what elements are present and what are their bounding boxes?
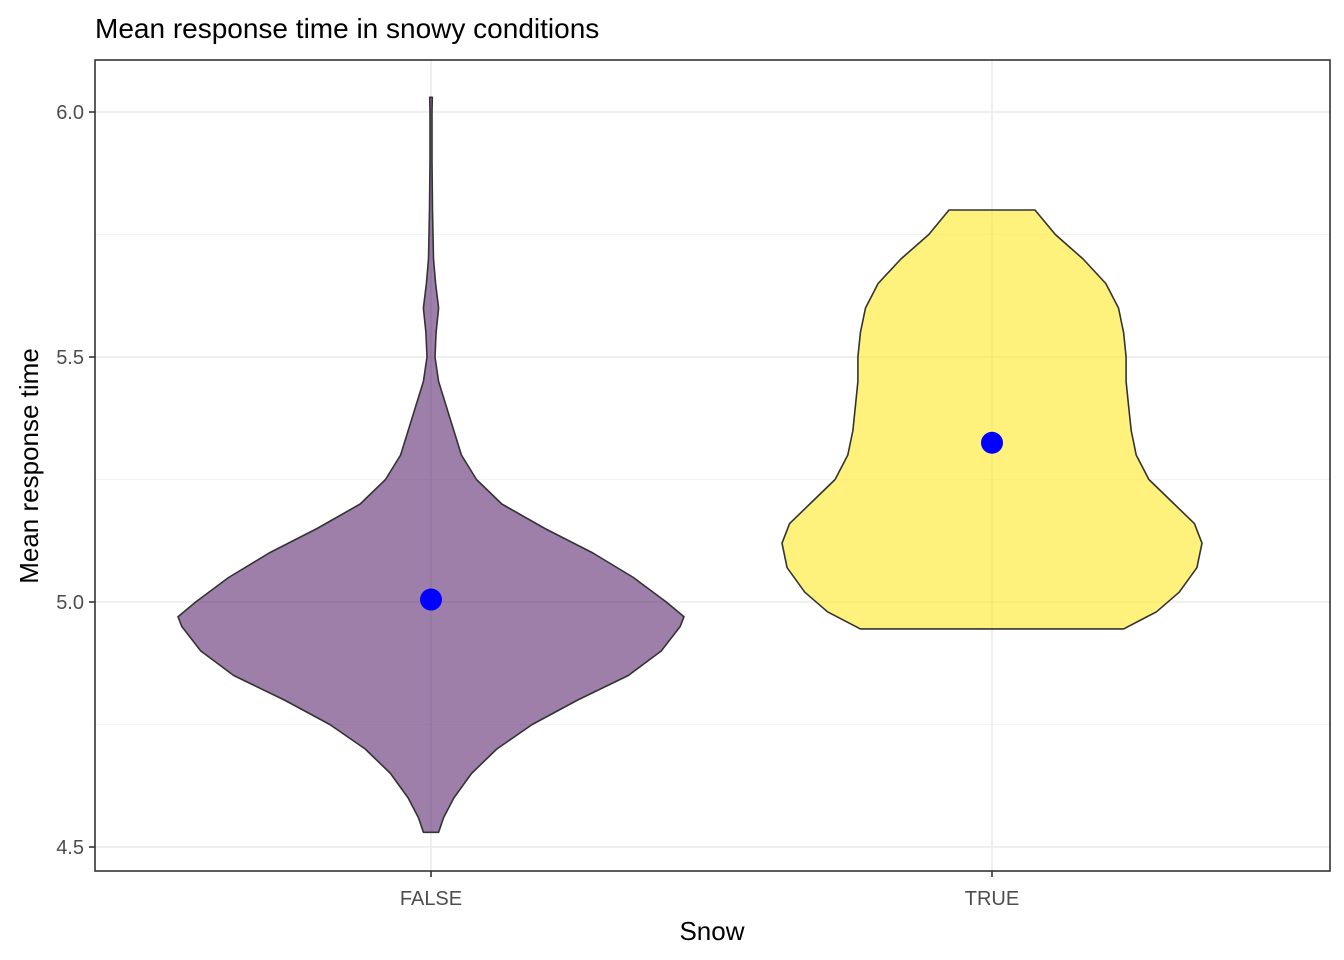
y-tick-label: 5.0 — [56, 592, 84, 614]
violins — [177, 96, 1203, 834]
violin-true — [781, 209, 1203, 630]
x-tick-label: TRUE — [965, 888, 1019, 910]
y-axis-ticks: 4.5 5.0 5.5 6.0 — [56, 102, 95, 859]
panel-border — [94, 59, 1331, 872]
mean-point-false — [420, 588, 442, 611]
mean-points — [420, 431, 1003, 611]
x-axis-ticks: FALSE TRUE — [400, 871, 1019, 910]
x-tick-label: FALSE — [400, 888, 462, 910]
y-tick-label: 6.0 — [56, 102, 84, 124]
chart-title: Mean response time in snowy conditions — [95, 13, 599, 44]
grid-lines — [95, 60, 1330, 871]
x-axis-title: Snow — [679, 916, 744, 946]
violin-false — [177, 96, 685, 834]
y-tick-label: 4.5 — [56, 837, 84, 859]
y-tick-label: 5.5 — [56, 347, 84, 369]
y-axis-title: Mean response time — [14, 348, 44, 584]
mean-point-true — [981, 431, 1003, 454]
